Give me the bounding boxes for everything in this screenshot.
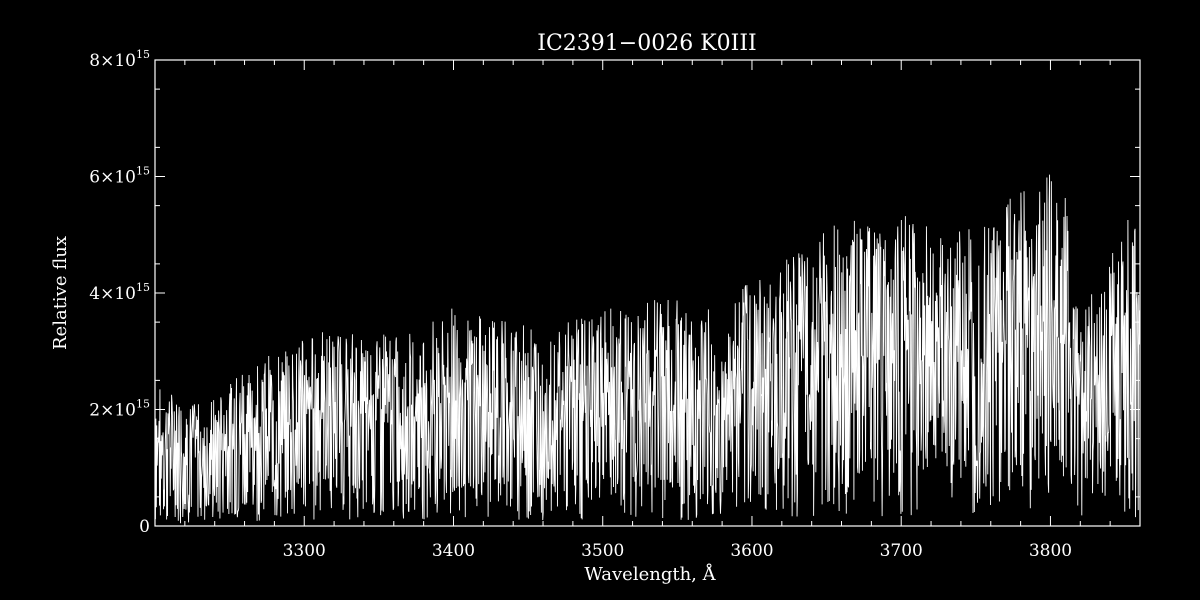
x-tick-label: 3800 bbox=[1029, 541, 1072, 561]
y-tick-label: 0 bbox=[139, 517, 150, 537]
y-tick-label: 8×1015 bbox=[89, 48, 150, 71]
y-tick-label: 6×1015 bbox=[89, 165, 150, 188]
x-tick-label: 3300 bbox=[283, 541, 326, 561]
x-tick-label: 3500 bbox=[581, 541, 624, 561]
x-tick-label: 3600 bbox=[730, 541, 773, 561]
y-tick-label: 2×1015 bbox=[89, 398, 150, 421]
spectrum-series bbox=[154, 174, 1140, 524]
y-tick-mantissa: 2×10 bbox=[89, 401, 136, 421]
y-tick-exponent: 15 bbox=[136, 48, 150, 61]
axis-ticks: 3300 3400 3500 3600 3700 380002×10154×10156×1… bbox=[89, 48, 1140, 561]
y-tick-label: 4×1015 bbox=[89, 281, 150, 304]
y-tick-mantissa: 4×10 bbox=[89, 284, 136, 304]
y-tick-mantissa: 6×10 bbox=[89, 168, 136, 188]
x-tick-label: 3700 bbox=[880, 541, 923, 561]
x-tick-label: 3400 bbox=[432, 541, 475, 561]
spectrum-line bbox=[154, 174, 1140, 524]
x-axis-label: Wavelength, Å bbox=[584, 563, 716, 585]
y-axis-label: Relative flux bbox=[50, 236, 71, 350]
y-tick-mantissa: 8×10 bbox=[89, 51, 136, 71]
y-tick-exponent: 15 bbox=[136, 398, 150, 411]
chart-title: IC2391−0026 K0III bbox=[537, 31, 756, 56]
y-tick-exponent: 15 bbox=[136, 165, 150, 178]
y-tick-exponent: 15 bbox=[136, 281, 150, 294]
